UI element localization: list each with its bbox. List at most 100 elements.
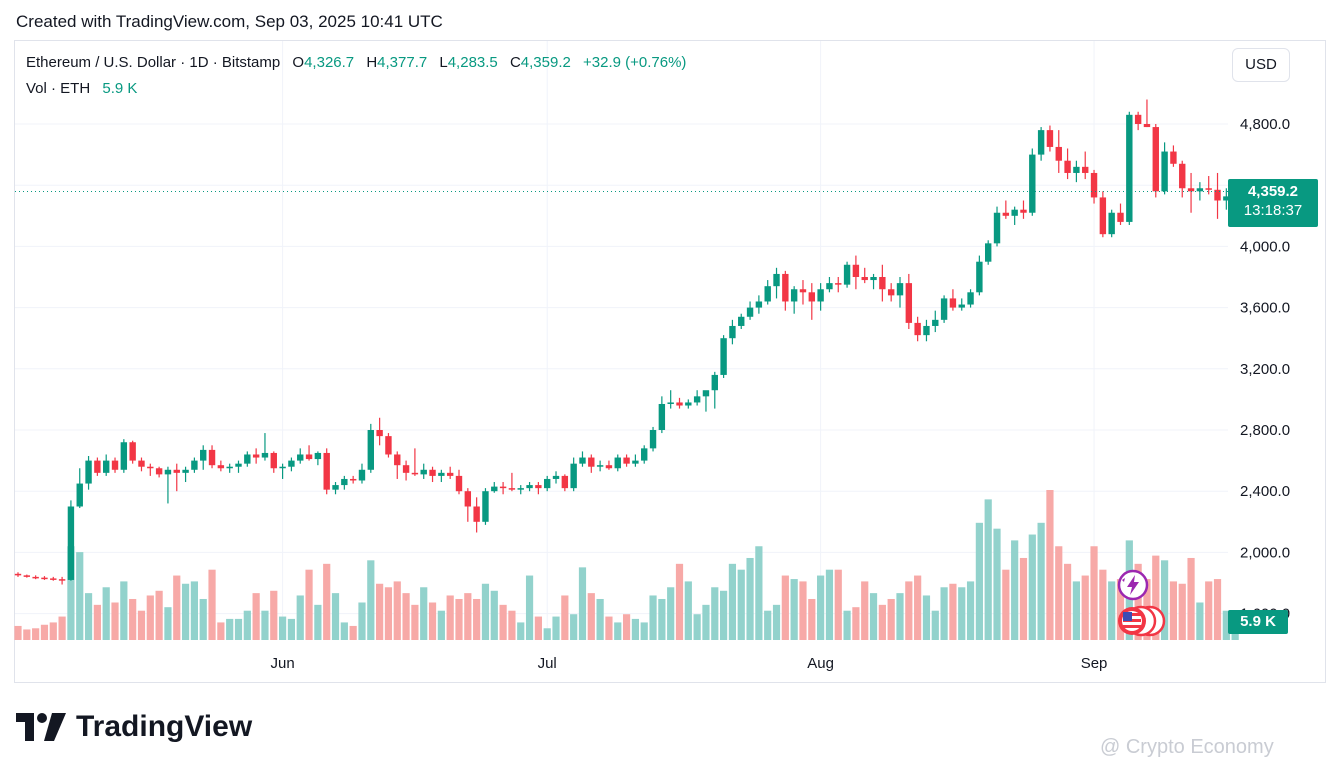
volume-bar — [129, 598, 137, 640]
candle-body — [120, 442, 128, 470]
volume-bar — [667, 587, 675, 640]
candle-body — [244, 454, 251, 464]
volume-bar — [737, 569, 745, 640]
lightning-icon[interactable] — [1116, 568, 1150, 602]
volume-bar — [799, 581, 807, 640]
volume-bar — [155, 590, 163, 640]
volume-bar — [323, 563, 331, 640]
close-value: 4,359.2 — [520, 54, 571, 71]
ohlc-legend: Ethereum / U.S. Dollar · 1D · Bitstamp O… — [26, 54, 686, 71]
y-tick-label: 2,800.0 — [1240, 422, 1290, 439]
candle-body — [1020, 209, 1027, 213]
volume-bar — [234, 618, 243, 640]
volume-legend: Vol · ETH 5.9 K — [26, 80, 137, 97]
candle-body — [676, 402, 683, 406]
volume-bar — [1002, 569, 1010, 640]
volume-bar — [1152, 555, 1160, 640]
economic-events-icon[interactable] — [1116, 604, 1168, 638]
candle-body — [438, 472, 445, 476]
volume-bar — [949, 583, 957, 640]
volume-bar — [764, 610, 772, 640]
volume-bar — [67, 546, 75, 640]
candle-body — [967, 292, 974, 305]
candle-body — [852, 264, 860, 277]
volume-bar — [1205, 581, 1213, 640]
candle-body — [314, 452, 322, 460]
y-tick-label: 2,400.0 — [1240, 483, 1290, 500]
candle-body — [41, 577, 48, 580]
tradingview-logo: TradingView — [16, 710, 252, 744]
volume-bar — [658, 598, 666, 640]
volume-bar — [905, 581, 913, 640]
currency-button[interactable]: USD — [1232, 48, 1290, 82]
volume-bar — [843, 610, 851, 640]
candle-body — [411, 472, 419, 475]
volume-bar — [869, 593, 878, 640]
volume-bar — [1108, 581, 1116, 640]
volume-bar — [852, 607, 860, 640]
candle-body — [1196, 188, 1204, 192]
volume-bar — [111, 602, 119, 640]
candle-body — [711, 374, 718, 391]
volume-bar — [914, 575, 922, 640]
candle-body — [526, 485, 533, 489]
volume-bar — [1063, 563, 1072, 640]
low-value: 4,283.5 — [447, 54, 498, 71]
volume-bar — [331, 593, 340, 640]
candle-body — [429, 469, 436, 476]
volume-bar — [1037, 522, 1045, 640]
x-tick-label: Jul — [538, 655, 557, 672]
volume-bar — [755, 546, 763, 640]
candle-body — [455, 475, 463, 492]
candle-body — [746, 307, 754, 317]
candle-body — [164, 469, 172, 475]
candle-body — [367, 430, 374, 470]
chart-frame[interactable] — [14, 40, 1326, 683]
volume-bar — [1187, 557, 1195, 640]
x-tick-label: Aug — [807, 655, 834, 672]
close-label: C — [509, 54, 521, 71]
tradingview-logo-icon — [16, 713, 66, 741]
candle-body — [570, 463, 577, 489]
candle-body — [614, 457, 621, 469]
volume-bar — [931, 610, 939, 640]
candle-body — [588, 457, 595, 467]
volume-bar — [534, 616, 542, 640]
x-tick-label: Jun — [271, 655, 295, 672]
volume-bar — [878, 604, 886, 640]
y-tick-label: 3,200.0 — [1240, 361, 1290, 378]
y-tick-label: 4,000.0 — [1240, 238, 1290, 255]
candle-body — [729, 325, 736, 339]
candle-body — [985, 243, 992, 262]
symbol-label[interactable]: Ethereum / U.S. Dollar · 1D · Bitstamp — [26, 54, 281, 71]
volume-bar — [393, 581, 401, 640]
high-label: H — [366, 54, 378, 71]
volume-bar — [1028, 534, 1036, 640]
candle-body — [446, 472, 454, 476]
volume-bar — [437, 610, 445, 640]
candle-body — [1179, 163, 1186, 189]
candle-body — [1073, 166, 1080, 173]
candle-body — [1152, 127, 1159, 192]
candle-body — [720, 338, 727, 375]
volume-label[interactable]: Vol · ETH — [26, 80, 91, 97]
volume-bar — [49, 622, 57, 640]
candle-body — [464, 491, 472, 507]
low-label: L — [439, 54, 448, 71]
volume-bar — [578, 567, 587, 640]
candle-body — [861, 277, 868, 281]
candle-body — [508, 488, 516, 490]
tradingview-brand: TradingView — [76, 710, 253, 743]
candle-body — [473, 506, 480, 522]
candle-body — [817, 289, 824, 302]
candle-body — [976, 261, 983, 293]
volume-bar — [622, 614, 631, 640]
volume-bar — [14, 625, 22, 640]
candle-body — [1205, 188, 1212, 190]
candle-body — [896, 283, 904, 296]
volume-bar — [120, 581, 128, 640]
candle-body — [1090, 172, 1098, 198]
candle-body — [641, 448, 648, 461]
volume-bar — [781, 575, 789, 640]
